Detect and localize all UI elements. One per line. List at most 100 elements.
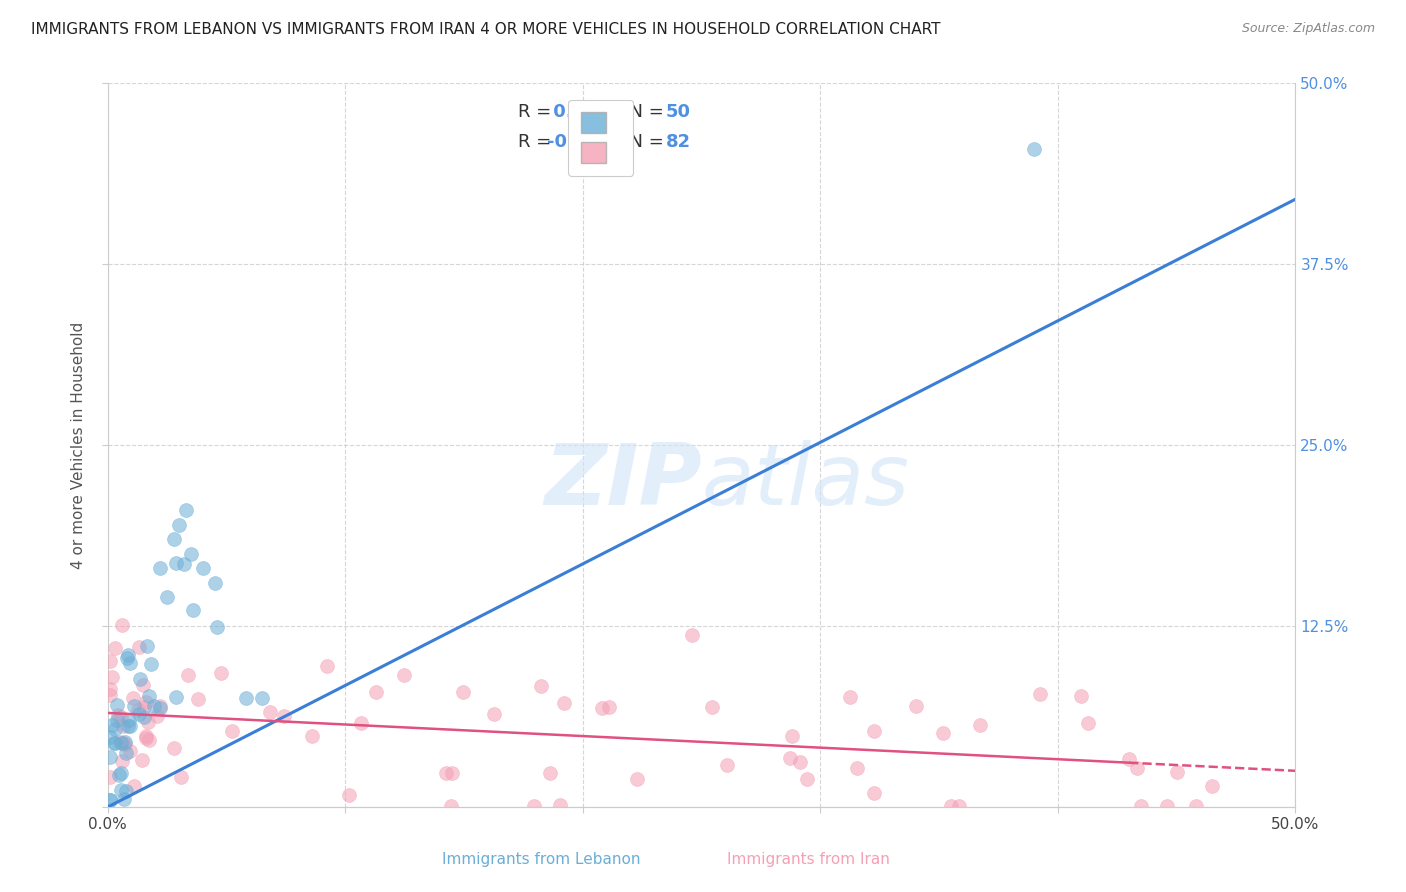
Text: Source: ZipAtlas.com: Source: ZipAtlas.com	[1241, 22, 1375, 36]
Point	[482, 706, 505, 721]
Point	[315, 658, 337, 673]
Point	[115, 746, 138, 760]
Point	[187, 692, 209, 706]
Point	[143, 698, 166, 713]
Point	[1185, 798, 1208, 813]
Point	[136, 639, 159, 653]
Point	[1166, 764, 1188, 779]
Point	[626, 772, 648, 786]
Point	[149, 699, 172, 714]
Point	[128, 707, 150, 722]
Point	[104, 735, 127, 749]
Point	[118, 656, 141, 670]
Point	[969, 718, 991, 732]
Point	[128, 640, 150, 655]
Point	[138, 733, 160, 747]
Point	[440, 798, 463, 813]
Point	[111, 618, 134, 632]
Point	[221, 723, 243, 738]
Point	[1029, 687, 1052, 701]
Text: 50: 50	[666, 103, 690, 120]
Point	[146, 709, 169, 723]
Point	[112, 791, 135, 805]
Point	[796, 772, 818, 786]
Point	[132, 678, 155, 692]
Point	[846, 761, 869, 775]
Text: N =: N =	[619, 133, 671, 151]
Point	[138, 690, 160, 704]
Point	[120, 719, 142, 733]
Point	[165, 690, 187, 704]
Point	[941, 798, 963, 813]
Point	[434, 765, 457, 780]
Text: N =: N =	[619, 103, 671, 120]
Point	[98, 750, 121, 764]
Point	[110, 710, 132, 724]
Point	[98, 682, 121, 697]
Point	[204, 575, 226, 590]
Point	[118, 744, 141, 758]
Text: R =: R =	[517, 133, 557, 151]
Point	[100, 670, 122, 684]
Point	[702, 699, 724, 714]
Point	[127, 703, 149, 717]
Point	[98, 793, 121, 807]
Point	[440, 766, 463, 780]
Point	[191, 561, 214, 575]
Point	[110, 765, 132, 780]
Point	[163, 740, 186, 755]
Point	[167, 517, 190, 532]
Point	[122, 691, 145, 706]
Point	[716, 758, 738, 772]
Point	[132, 699, 155, 714]
Point	[364, 685, 387, 699]
Point	[115, 651, 138, 665]
Point	[1126, 761, 1149, 775]
Point	[131, 753, 153, 767]
Point	[107, 708, 129, 723]
Point	[139, 657, 162, 671]
Point	[98, 793, 121, 807]
Point	[780, 729, 803, 743]
Point	[129, 672, 152, 686]
Point	[548, 797, 571, 812]
Text: R =: R =	[517, 103, 557, 120]
Text: -0.239: -0.239	[547, 133, 612, 151]
Point	[1024, 142, 1046, 156]
Point	[235, 691, 257, 706]
Point	[118, 714, 141, 728]
Point	[530, 679, 553, 693]
Point	[273, 709, 295, 723]
Point	[122, 698, 145, 713]
Point	[863, 723, 886, 738]
Point	[114, 737, 136, 751]
Point	[170, 770, 193, 784]
Text: Immigrants from Lebanon: Immigrants from Lebanon	[441, 852, 641, 867]
Text: 0.702: 0.702	[547, 103, 610, 120]
Point	[839, 690, 862, 705]
Point	[301, 729, 323, 743]
Point	[1070, 690, 1092, 704]
Point	[1130, 798, 1153, 813]
Point	[110, 783, 132, 797]
Point	[392, 668, 415, 682]
Text: atlas: atlas	[702, 440, 910, 523]
Point	[181, 603, 204, 617]
Point	[209, 665, 232, 680]
Point	[337, 789, 360, 803]
Point	[104, 641, 127, 656]
Point	[863, 787, 886, 801]
Text: Immigrants from Iran: Immigrants from Iran	[727, 852, 890, 867]
Point	[103, 736, 125, 750]
Point	[117, 718, 139, 732]
Point	[114, 735, 136, 749]
Point	[1201, 779, 1223, 793]
Point	[1077, 716, 1099, 731]
Point	[101, 717, 124, 731]
Point	[112, 736, 135, 750]
Point	[905, 699, 928, 714]
Point	[259, 705, 281, 719]
Point	[135, 729, 157, 743]
Point	[149, 561, 172, 575]
Y-axis label: 4 or more Vehicles in Household: 4 or more Vehicles in Household	[72, 322, 86, 569]
